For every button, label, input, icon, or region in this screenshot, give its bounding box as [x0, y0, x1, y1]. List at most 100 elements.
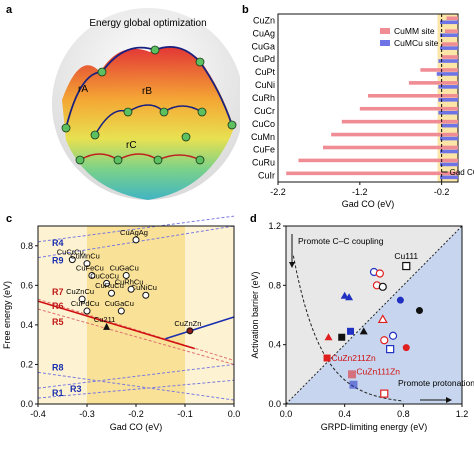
x-axis-label: Gad CO (eV) — [110, 422, 163, 432]
line-label: R1 — [52, 388, 64, 398]
bar-mcu — [438, 85, 458, 89]
panel-c: c R4 R9 R7 R6 R5 R8 R1 R3 CuAgAg CuCrCu CuMnCu CuFe… — [0, 210, 240, 447]
bar-mm — [359, 106, 458, 111]
category-label: CuFe — [253, 145, 275, 155]
point-label: CuGaCu — [105, 299, 134, 308]
data-point — [347, 327, 355, 335]
annotation-protonation: Promote protonation — [398, 378, 474, 388]
category-label: CuAg — [252, 28, 275, 38]
scaling-line-dashed — [37, 308, 235, 365]
data-point — [349, 380, 358, 389]
panel-a-title: Energy global optimization — [89, 18, 206, 29]
x-tick-label: 0.8 — [397, 409, 410, 419]
panel-d: d Promote C–C coupling Promote protonatio… — [240, 210, 474, 447]
point-label-cuzn211: CuZn211Zn — [331, 353, 376, 363]
data-point — [122, 271, 130, 279]
category-label: CuIr — [258, 171, 275, 181]
y-tick-label: 0.4 — [20, 320, 33, 330]
data-point — [388, 331, 398, 340]
data-point — [324, 333, 333, 341]
line-label: R5 — [52, 317, 64, 327]
bar-mcu — [440, 136, 458, 141]
panel-a-illustration: a Energy global optimization rA rB rC — [6, 4, 244, 200]
chart-d: d Promote C–C coupling Promote protonatio… — [250, 213, 474, 432]
category-label: CuPt — [255, 67, 276, 77]
bar-mcu — [440, 46, 458, 50]
path-c-curve — [79, 153, 201, 161]
category-label: CuRu — [252, 158, 275, 168]
bar-mcu — [440, 162, 458, 167]
y-tick-label: 0.8 — [268, 280, 281, 290]
x-tick-label: -0.1 — [177, 409, 193, 419]
point-label: CuPdCu — [71, 299, 99, 308]
bar-mm — [441, 55, 458, 59]
data-point — [83, 260, 91, 268]
data-point — [377, 314, 388, 324]
highlight-band — [87, 226, 185, 404]
x-tick-label: -0.4 — [30, 409, 46, 419]
bar-mcu — [440, 175, 458, 180]
bar-mcu — [441, 123, 458, 128]
x-tick-label: -0.3 — [79, 409, 95, 419]
bar-mcu — [438, 110, 458, 115]
category-label: CuNi — [255, 80, 275, 90]
bar-mm — [446, 16, 458, 21]
point-label: CuRuCu — [95, 281, 124, 290]
x-tick-label: 1.2 — [456, 409, 469, 419]
path-label-a: rA — [78, 84, 88, 95]
y-tick-label: 0.6 — [20, 280, 33, 290]
annotation-cc-coupling: Promote C–C coupling — [298, 236, 384, 246]
x-tick-label: -0.2 — [128, 409, 144, 419]
data-point — [375, 269, 384, 278]
point-label: CuZnCu — [66, 287, 94, 296]
data-point-cuzn211zn — [323, 354, 331, 362]
y-tick-label: 1.2 — [268, 221, 281, 231]
data-point — [380, 336, 389, 345]
panel-label-a: a — [6, 4, 13, 16]
point-label: Cu211 — [94, 315, 116, 324]
x-tick-label: -0.2 — [434, 187, 450, 197]
panel-label-d: d — [250, 213, 257, 225]
point-label: CuRhCu — [115, 277, 144, 286]
x-tick-label: 0.0 — [228, 409, 240, 419]
data-point — [117, 307, 125, 315]
x-tick-label: 0.4 — [338, 409, 351, 419]
energy-surface — [62, 46, 234, 200]
panel-label-c: c — [6, 213, 12, 225]
chart-b: b CuZn CuAg CuGa CuPd CuPt CuNi CuRh CuCr CuCo Cu… — [242, 4, 474, 209]
legend-swatch — [380, 40, 390, 46]
x-axis-label: Gad CO (eV) — [342, 199, 395, 209]
category-label: CuMn — [251, 132, 275, 142]
data-point — [359, 327, 368, 335]
bar-mcu — [440, 33, 458, 37]
data-point — [345, 293, 354, 301]
bar-mm — [298, 158, 458, 163]
scaling-line-dashed — [37, 215, 235, 243]
scaling-line-dashed — [37, 371, 235, 401]
data-point — [132, 236, 140, 244]
scaling-line-dashed — [37, 225, 235, 259]
line-label: R4 — [52, 238, 64, 248]
point-label: CuCoCu — [90, 271, 119, 280]
panel-a: a Energy global optimization rA rB rC — [0, 0, 244, 210]
line-label: R8 — [52, 362, 64, 372]
data-point — [386, 345, 395, 354]
limiting-line-red — [37, 300, 196, 350]
data-point — [338, 333, 346, 341]
point-label: CuGaCu — [110, 263, 139, 272]
state-nodes — [61, 45, 237, 165]
scaling-line-dashed — [37, 298, 235, 361]
data-point — [340, 291, 349, 299]
scaling-line-dashed — [37, 363, 235, 389]
point-label: CuMnCu — [70, 252, 100, 261]
category-label: CuZn — [253, 15, 275, 25]
point-label: CuFeCu — [76, 263, 104, 272]
panel-label-b: b — [242, 4, 249, 16]
data-point — [378, 282, 387, 291]
point-label: CuAgAg — [120, 228, 148, 237]
diagonal — [285, 225, 463, 405]
bar-mm — [441, 42, 458, 46]
reference-label: Gad CO* on Cu — [450, 168, 474, 177]
category-label: CuPd — [252, 54, 275, 64]
legend-label: CuMCu site — [394, 38, 439, 48]
